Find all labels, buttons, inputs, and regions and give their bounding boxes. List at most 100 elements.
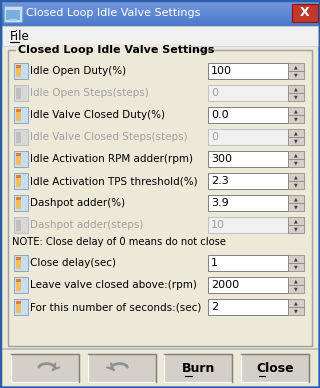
Text: Closed Loop Idle Valve Settings: Closed Loop Idle Valve Settings	[26, 8, 200, 18]
Text: ▲: ▲	[294, 175, 298, 180]
Bar	[208, 173, 288, 189]
Bar	[0, 23, 320, 24]
Bar	[0, 4, 320, 5]
Text: ▲: ▲	[294, 218, 298, 223]
Text: ▼: ▼	[294, 95, 298, 99]
Bar	[208, 277, 288, 293]
Bar	[14, 277, 28, 293]
Text: ▲: ▲	[294, 64, 298, 69]
Bar	[0, 15, 320, 16]
Text: Idle Open Steps(steps): Idle Open Steps(steps)	[30, 88, 149, 98]
Bar	[288, 137, 304, 145]
Bar	[14, 217, 28, 233]
Text: ▼: ▼	[294, 227, 298, 232]
Text: 3.9: 3.9	[211, 198, 229, 208]
Bar	[0, 1, 320, 2]
Text: Burn: Burn	[182, 362, 215, 374]
Bar	[0, 5, 320, 6]
Text: Idle Activation RPM adder(rpm): Idle Activation RPM adder(rpm)	[30, 154, 193, 164]
Bar	[16, 280, 21, 291]
Bar	[2, 46, 318, 348]
Bar	[288, 225, 304, 233]
Bar	[208, 217, 288, 233]
Bar	[4, 6, 22, 22]
Bar	[288, 255, 304, 263]
Text: For this number of seconds:(sec): For this number of seconds:(sec)	[30, 302, 201, 312]
Text: 0.0: 0.0	[211, 110, 228, 120]
Text: File: File	[10, 29, 30, 43]
Bar	[208, 107, 288, 123]
Text: ▲: ▲	[294, 152, 298, 158]
Text: ▼: ▼	[294, 308, 298, 314]
Bar	[16, 279, 21, 282]
Text: Close delay(sec): Close delay(sec)	[30, 258, 116, 268]
Bar	[14, 85, 28, 101]
Bar	[208, 299, 288, 315]
Text: Leave valve closed above:(rpm): Leave valve closed above:(rpm)	[30, 280, 197, 290]
Bar	[288, 299, 304, 307]
Bar	[0, 8, 320, 9]
Bar	[241, 354, 309, 382]
Text: 100: 100	[211, 66, 232, 76]
Bar	[16, 176, 21, 187]
Bar	[16, 66, 21, 77]
Bar	[0, 6, 320, 7]
Text: ▼: ▼	[294, 204, 298, 210]
Bar	[288, 115, 304, 123]
Bar	[0, 9, 320, 10]
Bar	[16, 302, 21, 313]
Text: ▲: ▲	[294, 300, 298, 305]
Bar	[288, 307, 304, 315]
Bar	[16, 88, 21, 99]
Bar	[0, 13, 320, 14]
Bar	[0, 11, 320, 12]
Bar	[208, 85, 288, 101]
Text: ▲: ▲	[294, 196, 298, 201]
Bar	[208, 129, 288, 145]
Text: ▼: ▼	[294, 73, 298, 78]
Bar	[14, 173, 28, 189]
Bar	[16, 44, 192, 56]
Bar	[16, 109, 21, 112]
Text: Closed Loop Idle Valve Settings: Closed Loop Idle Valve Settings	[18, 45, 214, 55]
Bar	[16, 258, 21, 269]
Bar	[0, 21, 320, 22]
Bar	[0, 2, 320, 3]
Bar	[16, 197, 21, 200]
Bar	[16, 132, 21, 143]
Bar	[0, 18, 320, 19]
Bar	[11, 354, 79, 382]
Bar	[0, 22, 320, 23]
Bar	[14, 63, 28, 79]
Bar	[288, 195, 304, 203]
Bar	[0, 3, 320, 4]
Bar	[288, 151, 304, 159]
Text: Dashpot adder(steps): Dashpot adder(steps)	[30, 220, 143, 230]
Bar	[164, 354, 232, 382]
Bar	[288, 93, 304, 101]
Bar	[14, 255, 28, 271]
Text: ▲: ▲	[294, 109, 298, 114]
Bar	[288, 173, 304, 181]
Text: 0: 0	[211, 132, 218, 142]
Bar	[288, 263, 304, 271]
Bar	[16, 154, 21, 165]
Text: 1: 1	[211, 258, 218, 268]
Text: Idle Activation TPS threshold(%): Idle Activation TPS threshold(%)	[30, 176, 198, 186]
Bar	[9, 19, 17, 21]
Bar	[208, 151, 288, 167]
Text: ▲: ▲	[294, 130, 298, 135]
Text: NOTE: Close delay of 0 means do not close: NOTE: Close delay of 0 means do not clos…	[12, 237, 226, 247]
Bar	[8, 50, 312, 346]
Bar	[0, 24, 320, 25]
Text: ▲: ▲	[294, 87, 298, 92]
Text: 300: 300	[211, 154, 232, 164]
Bar	[288, 71, 304, 79]
Bar	[288, 159, 304, 167]
Bar	[288, 107, 304, 115]
Bar	[14, 299, 28, 315]
Bar	[288, 181, 304, 189]
Bar	[0, 7, 320, 8]
Text: 0: 0	[211, 88, 218, 98]
Bar	[0, 14, 320, 15]
